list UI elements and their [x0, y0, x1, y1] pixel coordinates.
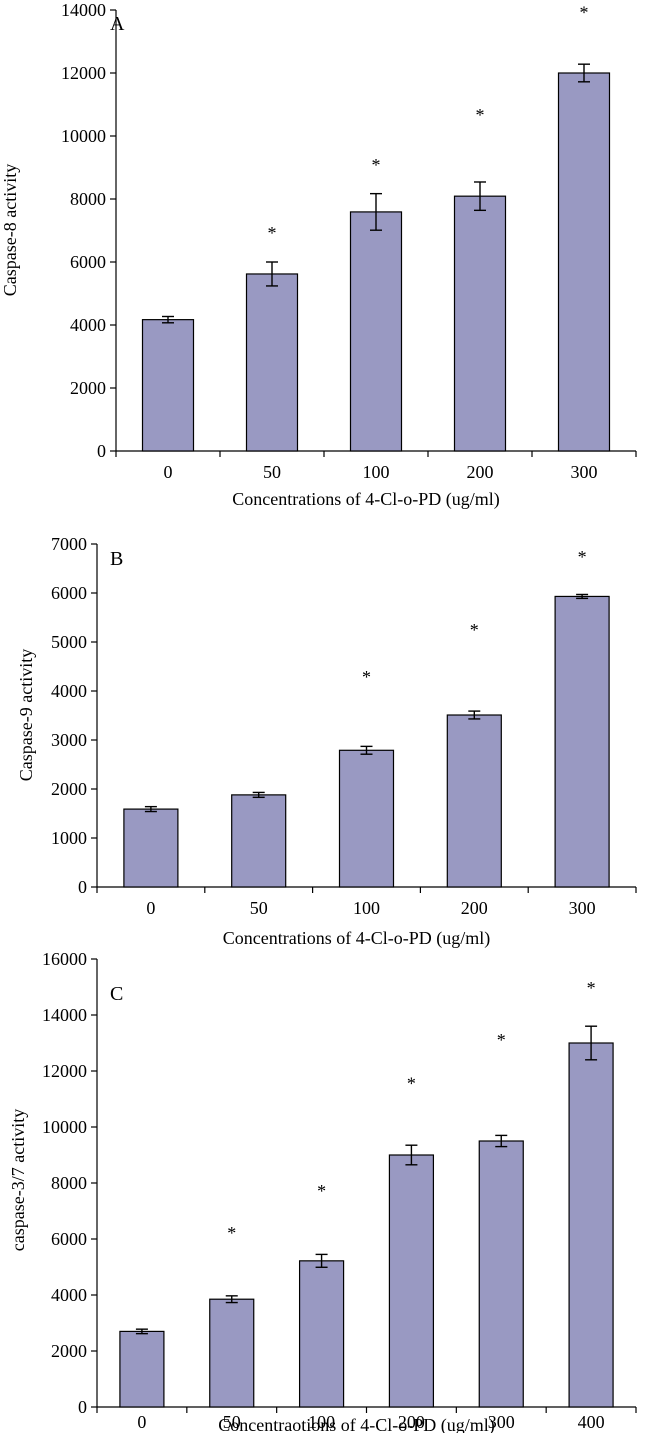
bar-0 — [141, 319, 195, 452]
x-tick-label: 100 — [363, 462, 390, 482]
chart-panel-c: 0 2000 4000 6000 8000 10000 12000 14000 16000 0 * 5… — [8, 949, 637, 1433]
chart-panel-b: 0 1000 2000 3000 4000 5000 6000 7000 0 50 * 100 * 200… — [16, 534, 637, 949]
significance-star: * — [268, 223, 277, 243]
x-tick-label: 200 — [467, 462, 494, 482]
x-tick-label: 50 — [223, 1412, 241, 1432]
bar-200 — [388, 1154, 435, 1408]
bar-50 — [245, 273, 299, 452]
y-tick-label: 7000 — [51, 534, 87, 554]
x-tick-label: 100 — [353, 898, 380, 918]
y-axis-label: Caspase-9 activity — [16, 649, 36, 781]
significance-star: * — [497, 1030, 506, 1050]
x-tick-label: 50 — [250, 898, 268, 918]
significance-star: * — [407, 1073, 416, 1093]
x-tick-label: 100 — [308, 1412, 335, 1432]
significance-star: * — [580, 2, 589, 22]
y-tick-label: 16000 — [42, 949, 87, 969]
y-tick-label: 0 — [78, 877, 87, 897]
y-tick-label: 2000 — [51, 1341, 87, 1361]
x-tick-label: 300 — [488, 1412, 515, 1432]
x-tick-label: 300 — [571, 462, 598, 482]
y-tick-label: 3000 — [51, 730, 87, 750]
y-tick-label: 0 — [97, 441, 106, 461]
y-tick-label: 4000 — [70, 315, 106, 335]
y-tick-label: 14000 — [42, 1005, 87, 1025]
significance-star: * — [362, 667, 371, 687]
y-tick-label: 1000 — [51, 828, 87, 848]
significance-star: * — [317, 1181, 326, 1201]
bar-200 — [453, 195, 507, 452]
bar-50 — [231, 794, 287, 888]
bar-100 — [338, 749, 395, 888]
bar-300 — [557, 72, 611, 452]
y-tick-label: 6000 — [70, 252, 106, 272]
x-tick-label: 0 — [137, 1412, 146, 1432]
significance-star: * — [227, 1223, 236, 1243]
x-tick-label: 0 — [164, 462, 173, 482]
significance-star: * — [476, 105, 485, 125]
bar-100 — [349, 211, 403, 452]
x-axis-label: Concentrations of 4-Cl-o-PD (ug/ml) — [232, 489, 499, 510]
bar-50 — [209, 1298, 255, 1408]
y-tick-label: 10000 — [42, 1117, 87, 1137]
y-axis-label: Caspase-8 activity — [0, 164, 20, 296]
significance-star: * — [587, 978, 596, 998]
y-tick-label: 6000 — [51, 583, 87, 603]
x-axis-label: Concentraotions of 4-Cl-o-PD (ug/ml) — [218, 1415, 494, 1433]
x-tick-label: 0 — [146, 898, 155, 918]
x-axis-label: Concentrations of 4-Cl-o-PD (ug/ml) — [223, 928, 490, 949]
y-tick-label: 10000 — [61, 126, 106, 146]
x-tick-label: 300 — [569, 898, 596, 918]
chart-panel-a: 0 2000 4000 6000 8000 10000 12000 14000 0 * 50 * 100… — [0, 0, 637, 510]
y-tick-label: 14000 — [61, 0, 106, 20]
bar-0 — [119, 1330, 165, 1408]
panel-letter: C — [110, 983, 123, 1005]
x-tick-label: 400 — [578, 1412, 605, 1432]
y-tick-label: 12000 — [42, 1061, 87, 1081]
x-tick-label: 50 — [263, 462, 281, 482]
x-tick-label: 200 — [461, 898, 488, 918]
x-tick-label: 200 — [398, 1412, 425, 1432]
bar-0 — [123, 808, 179, 888]
y-tick-label: 0 — [78, 1397, 87, 1417]
y-tick-label: 2000 — [70, 378, 106, 398]
y-tick-label: 4000 — [51, 1285, 87, 1305]
bar-200 — [446, 714, 502, 888]
y-tick-label: 5000 — [51, 632, 87, 652]
y-tick-label: 12000 — [61, 63, 106, 83]
y-axis-label: caspase-3/7 activity — [8, 1109, 28, 1251]
y-tick-label: 2000 — [51, 779, 87, 799]
bar-300 — [554, 595, 610, 888]
significance-star: * — [470, 620, 479, 640]
y-tick-label: 6000 — [51, 1229, 87, 1249]
bar-300 — [478, 1140, 524, 1408]
bar-400 — [568, 1042, 614, 1408]
panel-letter: A — [110, 13, 125, 35]
y-tick-label: 8000 — [51, 1173, 87, 1193]
y-tick-label: 8000 — [70, 189, 106, 209]
significance-star: * — [372, 155, 381, 175]
panel-letter: B — [110, 548, 123, 570]
significance-star: * — [578, 547, 587, 567]
y-tick-label: 4000 — [51, 681, 87, 701]
bar-100 — [298, 1260, 345, 1408]
